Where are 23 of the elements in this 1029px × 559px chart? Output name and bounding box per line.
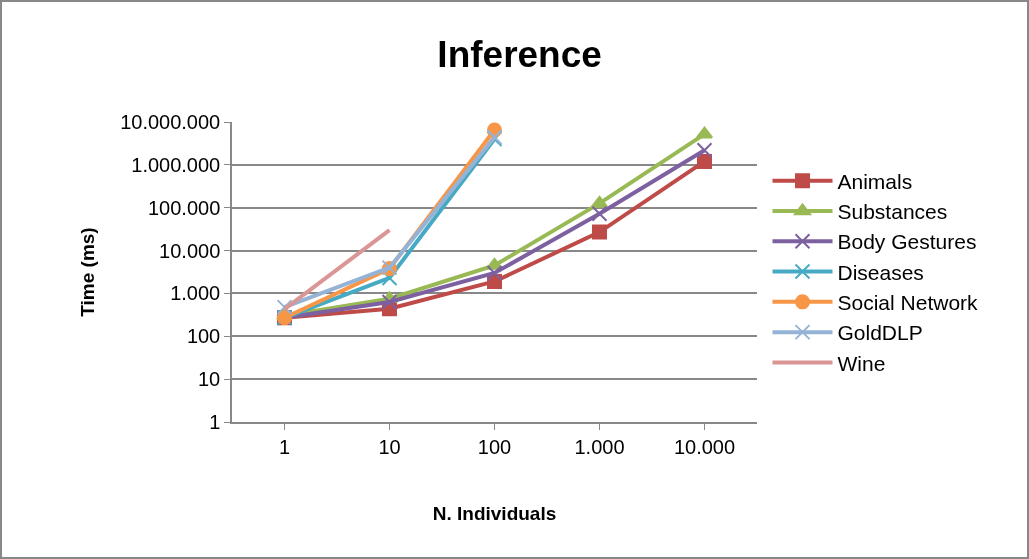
y-axis-title: Time (ms) xyxy=(77,227,99,317)
y-tick-label: 100.000 xyxy=(147,196,221,219)
legend-label: Body Gestures xyxy=(837,230,977,254)
x-tick-label: 10.000 xyxy=(673,435,736,458)
y-tick-label: 10.000.000 xyxy=(120,111,221,133)
x-axis-title: N. Individuals xyxy=(432,503,557,525)
legend-label: Animals xyxy=(837,169,913,193)
legend-label: Wine xyxy=(837,351,886,375)
x-tick-label: 1.000 xyxy=(574,435,625,458)
legend-label: Substances xyxy=(837,200,948,224)
legend-label: GoldDLP xyxy=(837,321,923,345)
x-tick-label: 1 xyxy=(278,435,291,458)
y-tick-label: 1.000 xyxy=(170,282,221,305)
y-tick-label: 100 xyxy=(186,325,221,348)
x-tick-label: 100 xyxy=(477,435,512,458)
chart-title: Inference xyxy=(437,33,602,75)
x-tick-label: 10 xyxy=(378,435,401,458)
y-tick-label: 1.000.000 xyxy=(131,153,221,176)
legend-label: Social Network xyxy=(837,291,979,315)
legend-label: Diseases xyxy=(837,260,924,284)
y-tick-label: 10 xyxy=(198,368,221,391)
y-tick-label: 10.000 xyxy=(159,239,221,262)
y-tick-label: 1 xyxy=(209,411,221,433)
